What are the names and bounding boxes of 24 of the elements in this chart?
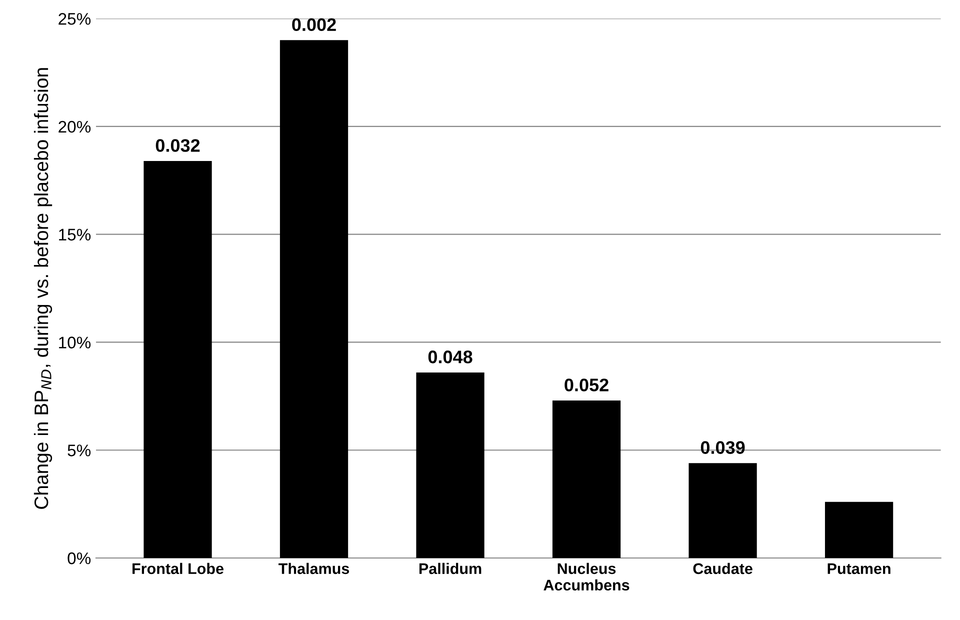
annotation: 0.039 bbox=[700, 441, 745, 454]
bar bbox=[144, 161, 212, 558]
x-tick-label: Pallidum bbox=[419, 562, 482, 574]
annotation: 0.052 bbox=[564, 378, 608, 392]
bar bbox=[552, 400, 621, 558]
y-axis-title: Change in BP$_{ND}$, during vs. before placebo infusion bbox=[34, 68, 52, 509]
bar bbox=[824, 502, 894, 558]
y-tick-label: 10% bbox=[59, 336, 91, 348]
x-tick-label: Thalamus bbox=[278, 562, 350, 574]
y-tick-label: 20% bbox=[58, 120, 91, 133]
bar bbox=[416, 372, 484, 558]
bar bbox=[688, 463, 757, 558]
annotation: 0.002 bbox=[292, 18, 336, 32]
annotation: 0.048 bbox=[428, 350, 472, 364]
x-tick-label: Frontal Lobe bbox=[132, 562, 224, 574]
x-tick-label: Caudate bbox=[693, 562, 752, 574]
y-tick-label: 15% bbox=[59, 228, 91, 241]
y-tick-label: 5% bbox=[68, 444, 91, 456]
y-tick-label: 25% bbox=[58, 13, 91, 25]
annotation: 0.032 bbox=[156, 139, 200, 152]
y-tick-label: 0% bbox=[68, 552, 91, 564]
bar bbox=[280, 40, 348, 558]
x-tick-label: Nucleus Accumbens bbox=[544, 562, 630, 591]
x-tick-label: Putamen bbox=[828, 563, 890, 574]
